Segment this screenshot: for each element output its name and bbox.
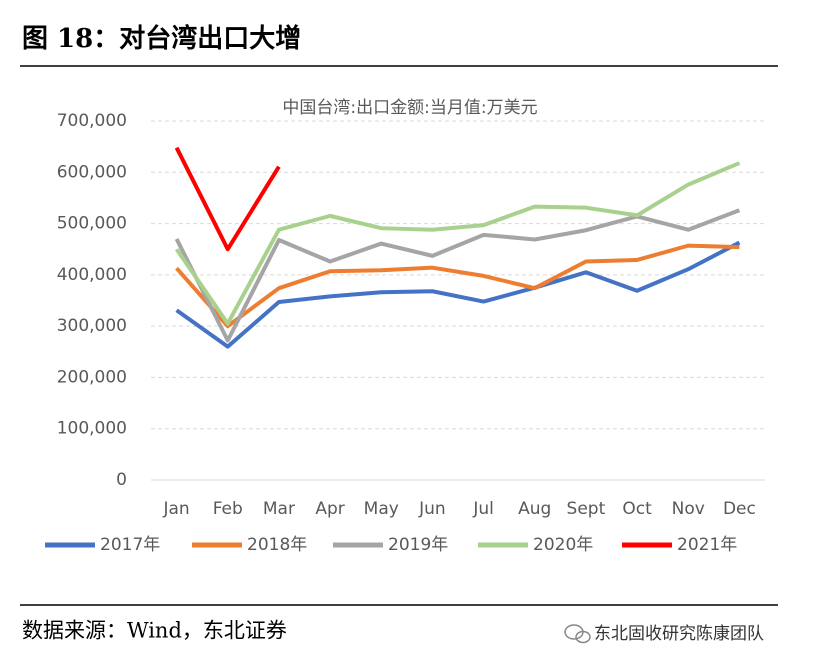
x-tick-label: Mar xyxy=(263,499,295,519)
series-line xyxy=(175,240,741,349)
x-tick-label: Jul xyxy=(472,499,494,519)
series-line xyxy=(174,208,741,343)
x-tick-label: Nov xyxy=(672,499,705,519)
wechat-icon xyxy=(564,624,591,644)
x-tick-label: Sept xyxy=(567,499,606,519)
y-tick-label: 100,000 xyxy=(57,419,127,439)
x-tick-label: May xyxy=(364,499,399,519)
chart-title: 中国台湾:出口金额:当月值:万美元 xyxy=(282,98,537,118)
x-tick-label: Oct xyxy=(622,499,652,519)
y-tick-label: 500,000 xyxy=(57,214,127,234)
x-tick-label: Apr xyxy=(315,499,344,519)
watermark: 东北固收研究陈康团队 xyxy=(594,624,764,644)
source: 数据来源：Wind，东北证券 xyxy=(22,619,287,643)
legend-label: 2018年 xyxy=(247,535,307,555)
y-tick-label: 200,000 xyxy=(57,367,127,387)
legend-label: 2017年 xyxy=(100,535,160,555)
x-tick-label: Aug xyxy=(518,499,551,519)
legend-label: 2020年 xyxy=(533,535,593,555)
x-tick-label: Feb xyxy=(213,499,243,519)
x-tick-label: Jun xyxy=(418,499,446,519)
y-tick-label: 700,000 xyxy=(57,111,127,131)
series-line xyxy=(175,243,740,329)
x-tick-label: Jan xyxy=(162,499,189,519)
series-line xyxy=(174,146,281,252)
x-tick-label: Dec xyxy=(723,499,756,519)
y-tick-label: 0 xyxy=(116,470,127,490)
legend-label: 2019年 xyxy=(388,535,448,555)
figure-title: 图 18：对台湾出口大增 xyxy=(22,23,301,54)
y-tick-label: 400,000 xyxy=(57,265,127,285)
series-line xyxy=(174,161,741,326)
y-tick-label: 300,000 xyxy=(57,316,127,336)
y-tick-label: 600,000 xyxy=(57,162,127,182)
legend-label: 2021年 xyxy=(677,535,737,555)
